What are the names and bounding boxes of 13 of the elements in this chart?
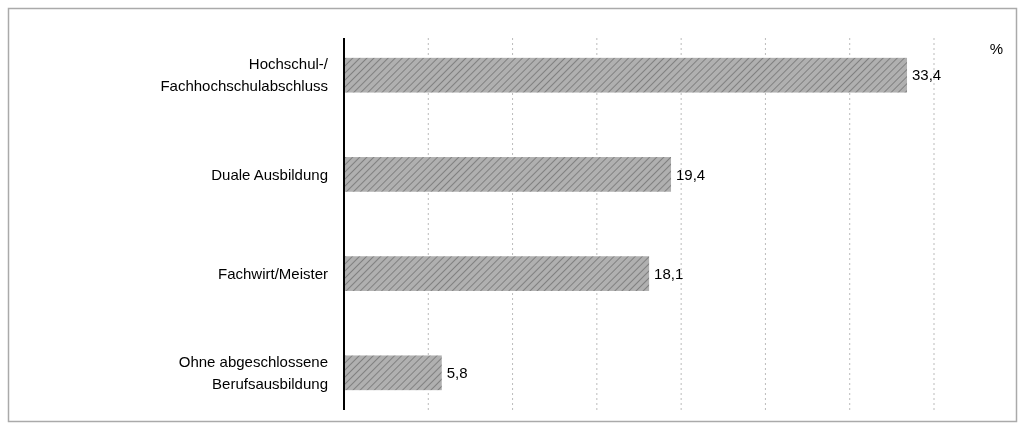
data-label: 19,4 (676, 165, 706, 183)
bar (344, 355, 442, 391)
bar (344, 57, 908, 93)
y-tick-label: Fachwirt/Meister (217, 264, 328, 282)
y-tick-label: Ohne abgeschlossene Berufsausbildung (178, 353, 328, 393)
data-label: 18,1 (654, 264, 684, 282)
data-label: 5,8 (446, 364, 468, 382)
x-axis-title: % (989, 40, 1003, 57)
bar (344, 157, 672, 192)
data-label: 33,4 (912, 66, 942, 84)
bar (344, 256, 650, 291)
y-tick-label: Duale Ausbildung (211, 165, 328, 183)
y-tick-label: Hochschul-/ Fachhochschulabschluss (160, 55, 329, 95)
